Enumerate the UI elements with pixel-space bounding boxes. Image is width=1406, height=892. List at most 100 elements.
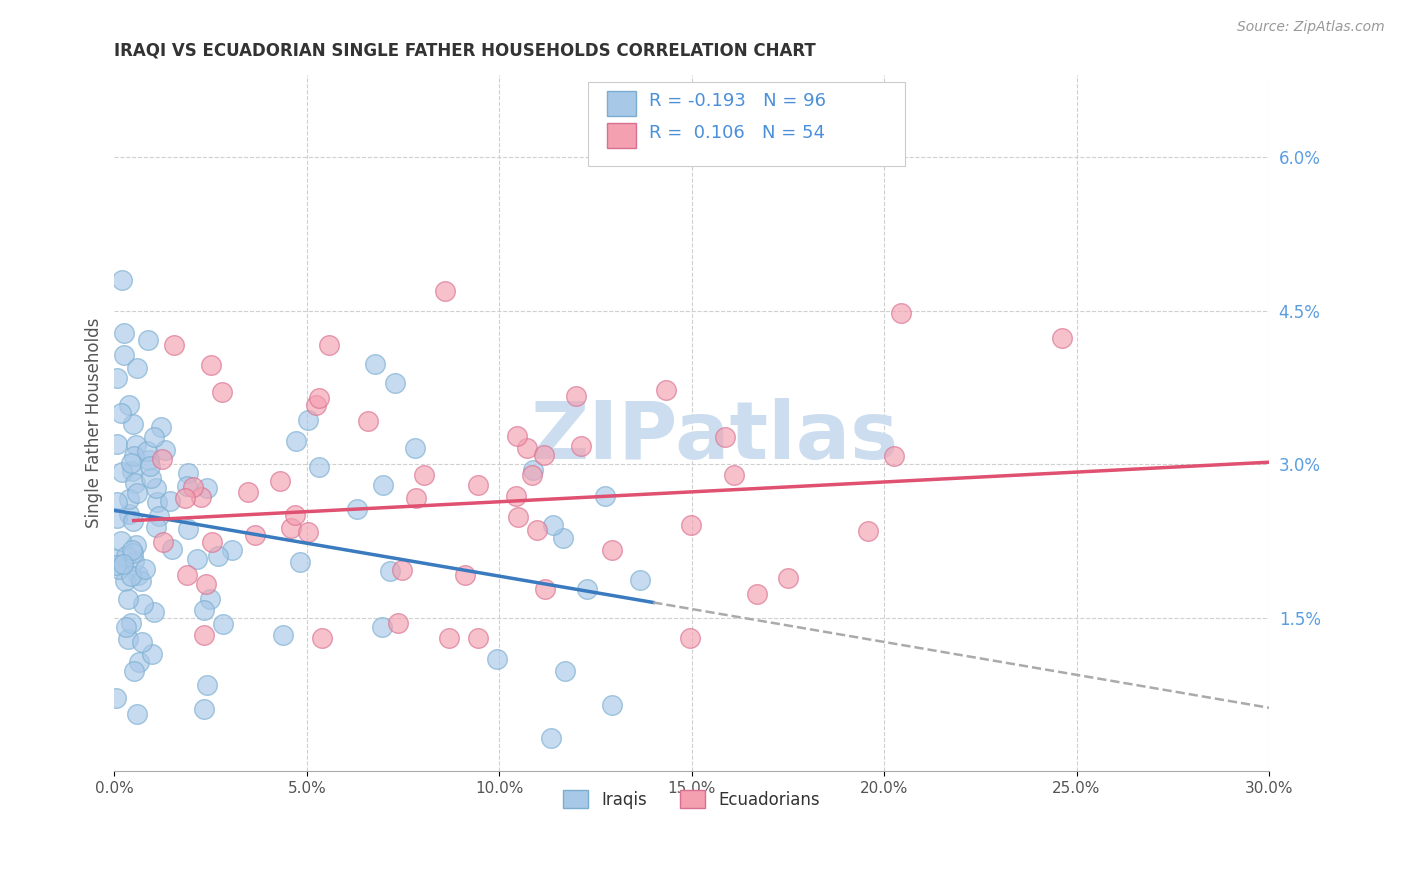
Point (311, 632, 333, 646)
Point (125, 438, 148, 452)
Point (522, 463, 544, 477)
Point (138, 453, 160, 467)
Point (152, 534, 174, 549)
Point (437, 632, 460, 646)
Point (387, 615, 409, 630)
Point (723, 467, 745, 482)
Point (883, 449, 905, 463)
Point (569, 439, 592, 453)
Point (105, 436, 128, 450)
Point (112, 348, 135, 362)
Point (134, 562, 156, 576)
Point (145, 519, 167, 533)
Point (129, 574, 152, 588)
Point (121, 464, 143, 478)
Point (221, 543, 243, 558)
Point (118, 492, 141, 507)
Point (117, 632, 139, 646)
Point (110, 406, 132, 420)
Point (145, 481, 167, 495)
Point (243, 528, 266, 542)
Point (404, 441, 426, 455)
Point (193, 603, 215, 617)
Point (105, 558, 128, 572)
Point (236, 484, 259, 499)
Point (297, 525, 319, 540)
Point (190, 490, 212, 504)
Point (112, 326, 135, 340)
Point (541, 518, 564, 533)
Point (128, 655, 150, 669)
Point (162, 541, 184, 556)
Point (745, 587, 768, 601)
Text: R =  0.106   N = 54: R = 0.106 N = 54 (650, 124, 825, 142)
Point (110, 534, 132, 549)
Point (576, 582, 599, 597)
Point (193, 628, 215, 642)
Point (486, 651, 509, 665)
Point (117, 592, 139, 607)
Point (655, 383, 678, 397)
Point (467, 632, 489, 646)
Point (105, 371, 128, 385)
Point (200, 592, 222, 607)
Point (211, 616, 233, 631)
Point (121, 543, 143, 558)
Point (280, 521, 302, 535)
Point (125, 538, 148, 552)
Point (533, 448, 555, 462)
Point (163, 338, 186, 352)
Point (371, 477, 394, 491)
Point (271, 628, 294, 642)
Point (364, 357, 387, 371)
Point (120, 616, 142, 631)
Point (412, 468, 434, 483)
Point (318, 338, 340, 352)
Point (565, 389, 588, 403)
Point (127, 361, 149, 376)
Point (114, 620, 136, 634)
Point (111, 273, 134, 287)
Point (308, 460, 330, 475)
Point (600, 543, 623, 558)
Point (193, 702, 215, 716)
Point (153, 442, 176, 457)
Point (346, 502, 368, 516)
Point (194, 577, 217, 591)
Point (595, 489, 617, 503)
Point (122, 514, 145, 528)
Point (139, 471, 162, 485)
Point (297, 413, 319, 427)
Point (159, 494, 181, 508)
Point (115, 549, 138, 564)
Point (201, 535, 224, 549)
Point (114, 574, 136, 588)
Point (148, 508, 170, 523)
Point (176, 568, 198, 582)
Point (211, 384, 233, 399)
Point (131, 635, 153, 649)
Point (105, 691, 128, 706)
Point (1050, 331, 1073, 345)
Point (288, 555, 311, 569)
Point (467, 478, 489, 492)
Point (200, 358, 222, 372)
Point (551, 531, 574, 545)
Point (118, 398, 141, 412)
Point (454, 567, 477, 582)
Point (858, 524, 880, 539)
Point (305, 398, 328, 412)
Point (127, 485, 149, 500)
Point (516, 441, 538, 455)
Point (124, 476, 146, 491)
Point (526, 523, 548, 537)
Point (628, 573, 651, 587)
Point (122, 553, 145, 567)
Point (139, 458, 162, 473)
Text: Source: ZipAtlas.com: Source: ZipAtlas.com (1237, 20, 1385, 34)
Point (713, 430, 735, 444)
Point (120, 569, 142, 583)
Point (600, 698, 623, 712)
Point (890, 305, 912, 319)
Point (143, 605, 166, 619)
